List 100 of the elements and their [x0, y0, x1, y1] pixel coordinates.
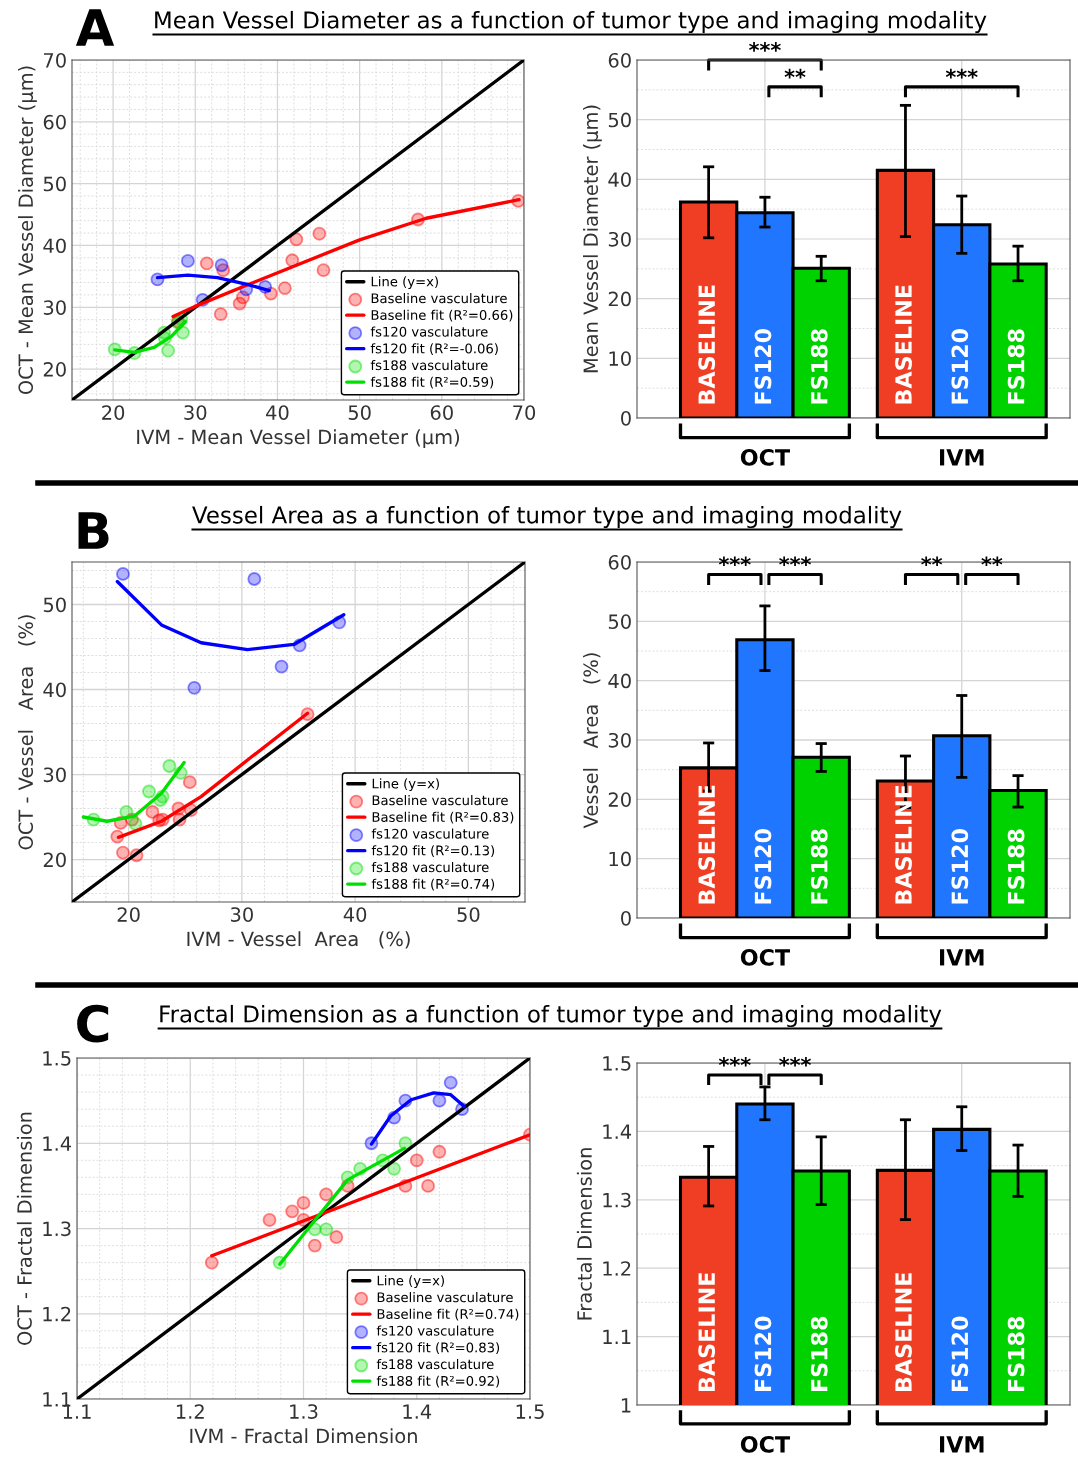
- y-tick-label: 30: [43, 300, 66, 315]
- x-tick-label: 50: [348, 405, 371, 420]
- text: FS188: [1007, 829, 1025, 904]
- annotation: ***: [779, 556, 811, 567]
- y-tick-label: 60: [43, 114, 66, 130]
- y-tick-label: 0: [621, 910, 631, 926]
- point: [277, 281, 292, 296]
- legend-label: fs188 vasculature: [371, 861, 489, 873]
- text: C: [77, 1004, 109, 1043]
- point: [285, 1204, 300, 1219]
- legend-label: Baseline vasculature: [372, 795, 508, 806]
- series-label: BASELINE: [698, 285, 716, 404]
- text: BASELINE: [698, 785, 716, 904]
- y-tick-label: 50: [43, 597, 66, 613]
- x-tick-label: 40: [266, 405, 289, 420]
- x-tick-label: OCT: [740, 1435, 790, 1453]
- x-tick-label: 20: [117, 907, 140, 922]
- y-tick-label: 10: [609, 851, 631, 867]
- x-axis-title: IVM - Mean Vessel Diameter (μm): [137, 429, 460, 449]
- y-tick-label: 40: [608, 673, 631, 689]
- annotation: **: [921, 556, 943, 567]
- annotation: ***: [779, 1056, 811, 1067]
- point: [432, 1093, 447, 1108]
- legend-label: Baseline fit (R²=0.66): [371, 309, 513, 322]
- legend-label: fs120 fit (R²=0.13): [371, 845, 495, 857]
- x-tick-label: 70: [513, 405, 536, 420]
- x-tick-label: 1.5: [516, 1404, 544, 1419]
- point: [296, 1196, 311, 1210]
- point: [312, 226, 327, 241]
- x-tick-label: 30: [184, 405, 207, 420]
- chart-title: Fractal Dimension as a function of tumor type and imaging modality: [160, 1004, 942, 1028]
- y-tick-label: 1.2: [603, 1261, 631, 1276]
- point: [432, 1144, 447, 1159]
- y-tick-label: 20: [43, 362, 66, 377]
- legend-label: fs120 vasculature: [371, 828, 489, 839]
- chart-title: Vessel Area as a function of tumor type and imaging modality: [192, 505, 902, 529]
- y-tick-label: 1.4: [43, 1136, 72, 1151]
- point: [116, 566, 130, 581]
- legend-label: fs188 fit (R²=0.74): [371, 878, 495, 891]
- legend-label: fs120 vasculature: [370, 326, 488, 337]
- text: Mean Vessel Diameter as a function of tumor type and imaging modality: [155, 10, 987, 34]
- y-tick-label: 60: [608, 52, 631, 68]
- point: [162, 759, 177, 773]
- point: [329, 1230, 344, 1244]
- y-axis-title: OCT - Mean Vessel Diameter (μm): [18, 66, 37, 395]
- point: [213, 307, 228, 321]
- y-tick-label: 1.1: [603, 1329, 631, 1344]
- y-tick-label: 1.3: [43, 1221, 71, 1237]
- x-tick-label: 50: [457, 907, 480, 922]
- y-tick-label: 1.5: [43, 1051, 71, 1066]
- point: [319, 1187, 334, 1202]
- y-tick-label: 20: [43, 852, 66, 868]
- y-tick-label: 40: [43, 682, 66, 698]
- y-axis-title: OCT - Fractal Dimension: [16, 1112, 32, 1345]
- text: FS120: [951, 829, 969, 904]
- x-tick-label: 1.3: [290, 1404, 318, 1419]
- y-tick-label: 20: [608, 792, 631, 807]
- y-tick-label: 0: [621, 410, 631, 426]
- point: [142, 784, 156, 799]
- x-tick-label: IVM: [940, 949, 984, 966]
- y-tick-label: 10: [609, 351, 631, 366]
- point: [180, 253, 195, 268]
- y-axis-title: OCT - Vessel Area (%): [18, 615, 36, 850]
- x-tick-label: 20: [102, 405, 125, 420]
- point: [421, 1178, 435, 1193]
- text: B: [78, 512, 109, 549]
- legend-label: fs120 fit (R²=0.83): [376, 1342, 500, 1354]
- x-axis-title: IVM - Vessel Area (%): [187, 931, 410, 949]
- text: FS188: [1007, 329, 1025, 404]
- annotation: **: [784, 68, 806, 79]
- legend-label: fs188 fit (R²=0.92): [376, 1375, 500, 1388]
- text: BASELINE: [895, 285, 912, 404]
- point: [409, 1153, 424, 1168]
- legend-label: Baseline fit (R²=0.74): [377, 1308, 519, 1321]
- y-tick-label: 40: [43, 238, 66, 254]
- y-tick-label: 30: [43, 767, 66, 783]
- series-label: FS120: [754, 328, 772, 404]
- series-label: FS120: [754, 829, 772, 904]
- point: [214, 258, 229, 273]
- legend-label: Line (y=x): [377, 1275, 444, 1289]
- annotation: ***: [718, 556, 751, 567]
- point: [262, 1213, 277, 1227]
- point: [128, 816, 143, 831]
- y-tick-label: 1.3: [603, 1192, 631, 1208]
- series-label: FS188: [810, 829, 828, 904]
- point: [182, 775, 197, 790]
- point: [274, 659, 289, 674]
- y-tick-label: 1.5: [603, 1056, 631, 1071]
- x-tick-label: IVM: [940, 1436, 984, 1453]
- point: [232, 296, 247, 311]
- annotation: ***: [718, 1056, 751, 1067]
- legend-label: fs120 fit (R²=-0.06): [370, 343, 498, 355]
- y-tick-label: 50: [608, 614, 631, 629]
- y-axis-title: Mean Vessel Diameter (μm): [583, 105, 602, 373]
- y-tick-label: 70: [43, 52, 66, 68]
- legend-label: Baseline vasculature: [371, 293, 507, 304]
- x-tick-label: 1.2: [176, 1404, 204, 1419]
- series-label: BASELINE: [698, 1273, 716, 1391]
- point: [387, 1161, 402, 1176]
- y-tick-label: 1.2: [43, 1306, 71, 1322]
